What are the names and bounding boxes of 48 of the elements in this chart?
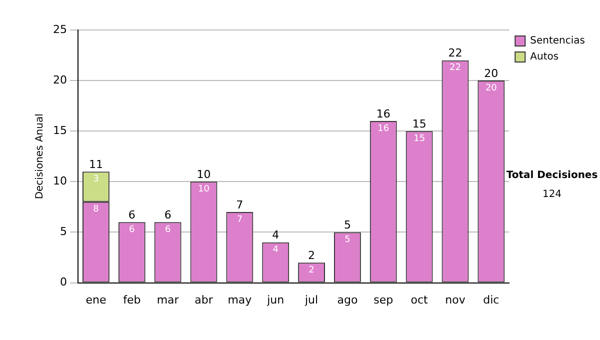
x-tick-label: nov xyxy=(445,293,466,306)
legend-label: Autos xyxy=(530,52,559,63)
x-tick-label: jul xyxy=(304,293,318,306)
x-tick-label: ago xyxy=(337,293,358,306)
total-label: 6 xyxy=(128,208,136,222)
data-label: 5 xyxy=(344,235,350,246)
data-label: 22 xyxy=(450,63,461,74)
y-tick-label: 15 xyxy=(52,124,67,137)
data-label: 16 xyxy=(378,124,390,134)
total-label: 15 xyxy=(412,117,426,130)
data-label: 4 xyxy=(272,245,279,256)
y-tick-label: 10 xyxy=(52,174,67,188)
data-label: 15 xyxy=(414,134,426,144)
x-tick-label: mar xyxy=(156,293,180,306)
total-label: 22 xyxy=(448,46,462,60)
y-tick-label: 25 xyxy=(52,22,67,36)
y-tick-label: 5 xyxy=(60,225,67,238)
total-label: 16 xyxy=(376,107,390,120)
x-tick-label: may xyxy=(228,293,252,306)
y-axis-title: Decisiones Anual xyxy=(34,114,46,200)
legend-label: Sentencias xyxy=(530,36,586,47)
total-label: 2 xyxy=(308,248,316,262)
x-tick-label: sep xyxy=(374,293,394,306)
data-label: 6 xyxy=(129,224,136,235)
data-label: 7 xyxy=(236,214,243,225)
x-tick-label: jun xyxy=(266,293,284,306)
x-tick-label: abr xyxy=(194,293,214,306)
total-label: 4 xyxy=(272,228,280,242)
total-label: 7 xyxy=(236,198,244,212)
total-label: 20 xyxy=(484,66,498,80)
total-label: 6 xyxy=(164,208,172,222)
data-label: 20 xyxy=(485,83,498,94)
data-label: 10 xyxy=(198,184,210,195)
total-label: 10 xyxy=(196,168,211,182)
annotation: Total Decisiones xyxy=(506,170,598,181)
data-label: 2 xyxy=(308,265,314,276)
total-label: 5 xyxy=(344,218,351,232)
x-tick-label: ene xyxy=(86,293,106,306)
y-tick-label: 20 xyxy=(52,73,67,86)
total-label: 11 xyxy=(88,158,103,171)
data-label: 8 xyxy=(93,204,100,215)
y-tick-label: 0 xyxy=(60,276,67,289)
x-tick-label: oct xyxy=(410,293,429,306)
text: 124 xyxy=(541,189,563,200)
x-tick-label: dic xyxy=(483,293,500,306)
data-label: 3 xyxy=(93,174,99,184)
x-tick-label: feb xyxy=(123,293,141,306)
data-label: 6 xyxy=(164,224,171,235)
